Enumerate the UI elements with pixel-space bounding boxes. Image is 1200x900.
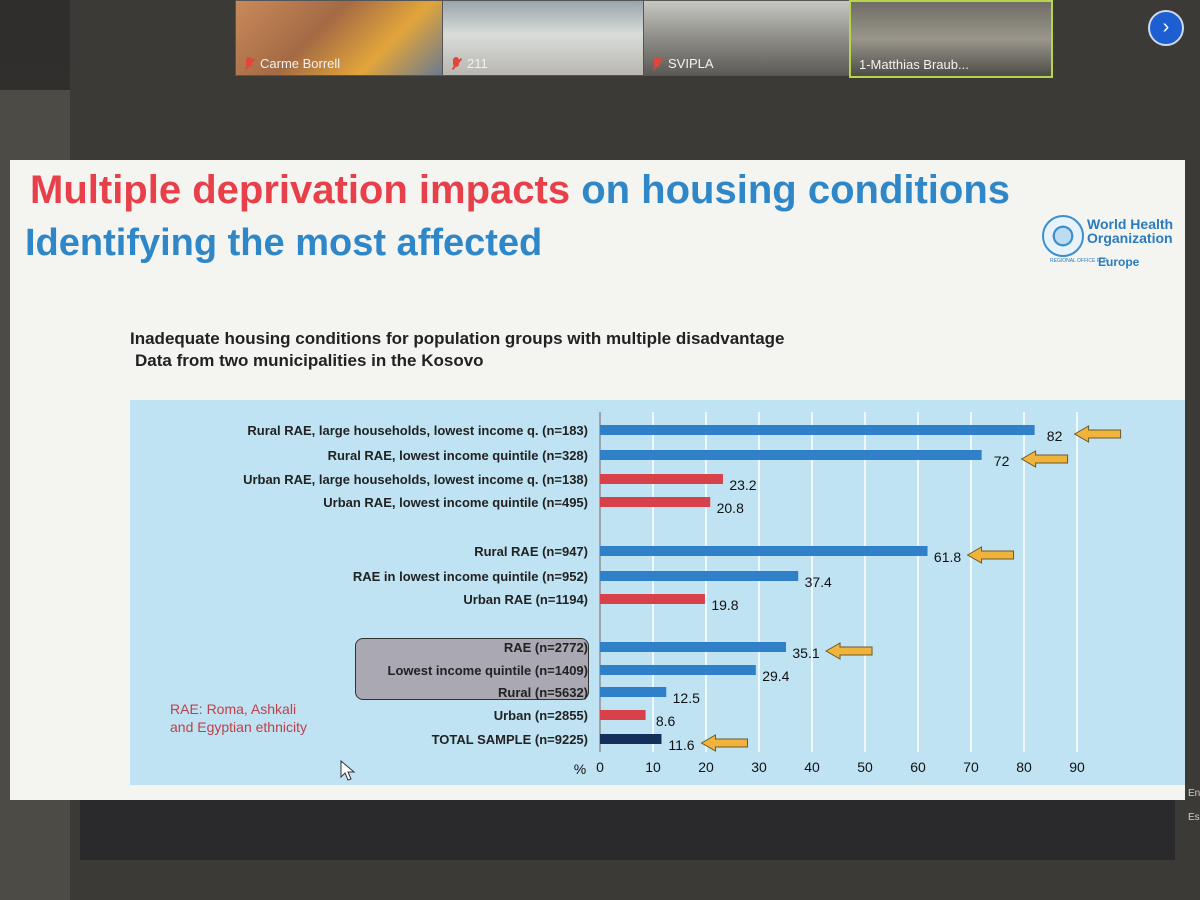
value-label-6: 19.8: [711, 597, 738, 613]
bar-0: [600, 425, 1035, 435]
right-fragment-2: Es: [1188, 812, 1200, 823]
who-emblem-icon: [1042, 215, 1084, 257]
right-fragment-1: En: [1188, 788, 1200, 799]
value-label-11: 11.6: [668, 737, 694, 753]
video-tile-4[interactable]: 1-Matthias Braub...: [849, 0, 1053, 78]
x-axis-label: %: [574, 761, 586, 777]
slide-title-line-1: Multiple deprivation impacts on housing …: [30, 168, 1010, 213]
x-tick-label-80: 80: [1016, 759, 1032, 775]
value-label-3: 20.8: [717, 500, 744, 516]
bar-label-3: Urban RAE, lowest income quintile (n=495…: [323, 495, 588, 510]
value-label-1: 72: [994, 453, 1010, 469]
highlight-arrow-icon-11: [700, 734, 748, 752]
x-tick-label-70: 70: [963, 759, 979, 775]
highlight-arrow-icon-7: [825, 642, 873, 660]
presentation-slide: Multiple deprivation impacts on housing …: [10, 160, 1185, 800]
subtitle-line-1: Inadequate housing conditions for popula…: [130, 329, 785, 348]
bar-9: [600, 687, 667, 697]
x-tick-label-30: 30: [751, 759, 767, 775]
bar-label-1: Rural RAE, lowest income quintile (n=328…: [328, 448, 588, 463]
mic-muted-icon: [244, 56, 254, 71]
bar-label-6: Urban RAE (n=1194): [463, 592, 588, 607]
mic-muted-icon: [451, 56, 461, 71]
subtitle-line-2: Data from two municipalities in the Koso…: [135, 351, 484, 370]
screen-bottom-bar: [80, 800, 1175, 860]
chevron-right-icon: ›: [1162, 16, 1170, 38]
video-tile-2[interactable]: 211: [442, 0, 644, 76]
bar-1: [600, 450, 982, 460]
x-tick-label-60: 60: [910, 759, 926, 775]
slide-title-line-2: Identifying the most affected: [25, 222, 543, 264]
bar-5: [600, 571, 799, 581]
who-logo: World Health Organization REGIONAL OFFIC…: [1040, 215, 1180, 275]
value-label-10: 8.6: [656, 713, 676, 729]
mic-muted-icon: [652, 56, 662, 71]
x-tick-label-40: 40: [804, 759, 820, 775]
bar-label-0: Rural RAE, large households, lowest inco…: [247, 423, 588, 438]
value-label-4: 61.8: [934, 549, 961, 565]
bar-label-11: TOTAL SAMPLE (n=9225): [432, 732, 588, 747]
x-tick-label-50: 50: [857, 759, 873, 775]
highlight-arrow-icon-1: [1020, 450, 1069, 468]
next-participants-button[interactable]: ›: [1148, 10, 1184, 46]
bar-3: [600, 497, 711, 507]
video-tile-3[interactable]: SVIPLA: [643, 0, 850, 76]
highlight-arrow-icon-0: [1073, 425, 1122, 443]
bar-8: [600, 665, 756, 675]
chart-area: 0 10 20 30 40 50 60 70 80 90% Rural RAE, large hou…: [130, 400, 1185, 785]
bar-label-9: Rural (n=5632): [498, 685, 588, 700]
mouse-cursor-icon: [340, 760, 356, 781]
title-red-part: Multiple deprivation impacts: [30, 168, 571, 212]
video-tile-1[interactable]: Carme Borrell: [235, 0, 443, 76]
bar-11: [600, 734, 662, 744]
tile-name-1: Carme Borrell: [244, 56, 340, 71]
bar-label-8: Lowest income quintile (n=1409): [388, 663, 588, 678]
bar-7: [600, 642, 787, 652]
chart-subtitle: Inadequate housing conditions for popula…: [130, 328, 785, 372]
who-name: World Health Organization: [1087, 216, 1174, 246]
value-label-2: 23.2: [729, 477, 756, 493]
bar-label-7: RAE (n=2772): [504, 640, 588, 655]
value-label-8: 29.4: [762, 668, 789, 684]
value-label-5: 37.4: [805, 574, 832, 590]
bar-chart: 0 10 20 30 40 50 60 70 80 90% Rural RAE, large hou…: [243, 412, 1122, 777]
bar-2: [600, 474, 723, 484]
group-highlight-box: [355, 638, 589, 700]
tile-name-4: 1-Matthias Braub...: [859, 57, 969, 72]
x-tick-label-10: 10: [645, 759, 661, 775]
x-tick-label-90: 90: [1069, 759, 1085, 775]
value-label-7: 35.1: [792, 645, 819, 661]
bar-4: [600, 546, 928, 556]
bar-label-5: RAE in lowest income quintile (n=952): [353, 569, 588, 584]
tile-name-2: 211: [451, 56, 488, 71]
value-label-9: 12.5: [673, 690, 700, 706]
who-region-small: REGIONAL OFFICE FOR: [1050, 258, 1108, 264]
value-label-0: 82: [1047, 428, 1063, 444]
title-blue-part: on housing conditions: [581, 168, 1011, 212]
who-region: Europe: [1098, 255, 1140, 269]
tile-name-3: SVIPLA: [652, 56, 714, 71]
bar-label-10: Urban (n=2855): [494, 708, 588, 723]
bar-label-2: Urban RAE, large households, lowest inco…: [243, 472, 588, 487]
bar-label-4: Rural RAE (n=947): [474, 544, 588, 559]
highlight-arrow-icon-4: [966, 546, 1015, 564]
bar-10: [600, 710, 646, 720]
x-tick-label-0: 0: [596, 759, 604, 775]
x-tick-label-20: 20: [698, 759, 714, 775]
bar-6: [600, 594, 705, 604]
rae-footnote: RAE: Roma, Ashkali and Egyptian ethnicit…: [170, 701, 307, 735]
